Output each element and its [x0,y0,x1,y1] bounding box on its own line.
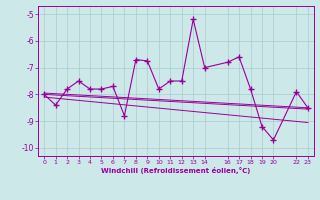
X-axis label: Windchill (Refroidissement éolien,°C): Windchill (Refroidissement éolien,°C) [101,167,251,174]
